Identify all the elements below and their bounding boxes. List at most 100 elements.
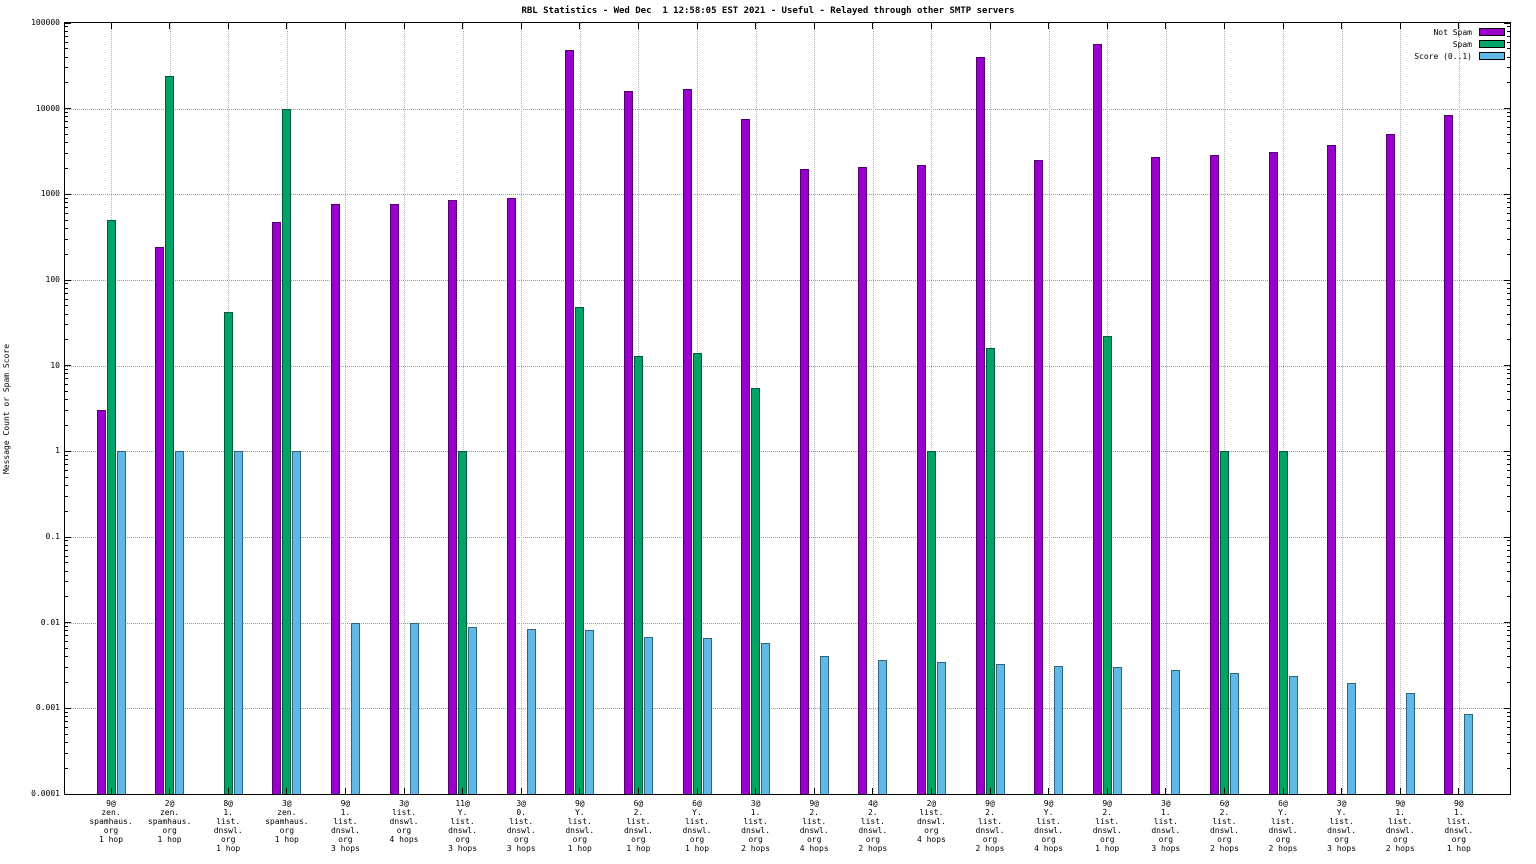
y-minor-tick [1507,298,1510,300]
y-tick-mark [65,536,71,538]
y-minor-tick [65,476,68,478]
y-minor-tick [1507,630,1510,632]
y-minor-tick [1507,339,1510,341]
x-tick-label: 9@ zen. spamhaus. org 1 hop [89,799,133,844]
y-minor-tick [65,726,68,728]
y-minor-tick [65,733,68,735]
x-tick-label: 3@ 0. list. dnswl. org 3 hops [506,799,536,853]
x-tick-mark [344,788,346,794]
y-minor-tick [65,48,68,50]
x-tick-mark [579,788,581,794]
y-axis-label: Message Count or Spam Score [2,343,11,475]
y-tick-label: 100000 [31,18,60,27]
bar-score [526,628,536,794]
legend-label: Score (0..1) [1414,51,1472,61]
y-minor-tick [1507,121,1510,123]
x-tick-mark [1223,788,1225,794]
bar-spam [106,220,116,794]
gridline-vertical [462,23,464,794]
y-minor-tick [1507,555,1510,557]
x-tick-label: 9@ Y. list. dnswl. org 1 hop [565,799,595,853]
x-tick-mark [1458,23,1460,29]
y-minor-tick [65,635,68,637]
bar-score [1054,666,1064,794]
x-tick-mark [755,788,757,794]
y-minor-tick [1507,305,1510,307]
y-minor-tick [1507,495,1510,497]
bar-spam [282,108,292,794]
y-minor-tick [1507,510,1510,512]
y-minor-tick [1507,369,1510,371]
legend-swatch [1479,52,1505,60]
y-minor-tick [1507,197,1510,199]
y-minor-tick [1507,227,1510,229]
x-tick-mark [989,23,991,29]
gridline-vertical [521,23,523,794]
bar-score [1347,682,1357,794]
x-tick-label: 3@ 1. list. dnswl. org 3 hops [1151,799,1181,853]
y-tick-mark [1504,193,1510,195]
x-tick-label: 9@ 2. list. dnswl. org 4 hops [799,799,829,853]
bar-spam [985,348,995,794]
y-minor-tick [65,35,68,37]
bar-score [819,655,829,794]
bar-not-spam [565,50,575,794]
x-tick-mark [872,23,874,29]
y-minor-tick [1507,454,1510,456]
bar-score [116,451,126,794]
y-minor-tick [1507,378,1510,380]
x-tick-label: 2@ list. dnswl. org 4 hops [916,799,946,844]
y-minor-tick [1507,292,1510,294]
y-minor-tick [1507,682,1510,684]
y-minor-tick [65,581,68,583]
y-minor-tick [65,641,68,643]
y-minor-tick [1507,48,1510,50]
y-minor-tick [65,238,68,240]
bar-score [1405,693,1415,794]
y-minor-tick [65,484,68,486]
legend-label: Not Spam [1433,27,1472,37]
bar-score [643,637,653,794]
bar-not-spam [506,198,516,794]
bar-spam [165,76,175,794]
gridline-horizontal [65,537,1510,538]
y-minor-tick [1507,324,1510,326]
y-minor-tick [65,339,68,341]
chart-title: RBL Statistics - Wed Dec 1 12:58:05 EST … [521,6,1015,16]
y-minor-tick [65,656,68,658]
y-minor-tick [65,544,68,546]
bar-score [1288,675,1298,794]
y-minor-tick [65,570,68,572]
gridline-vertical [1458,23,1460,794]
bar-not-spam [916,164,926,794]
y-tick-label: 0.1 [45,532,60,541]
x-tick-mark [403,23,405,29]
bar-not-spam [272,221,282,794]
y-minor-tick [65,682,68,684]
y-tick-mark [65,450,71,452]
x-tick-label: 3@ Y. list. dnswl. org 3 hops [1327,799,1357,853]
x-tick-label: 8@ 1. list. dnswl. org 1 hop [213,799,243,853]
bar-spam [458,451,468,794]
y-minor-tick [1507,152,1510,154]
y-tick-label: 0.01 [40,617,60,627]
y-tick-mark [1504,707,1510,709]
bar-not-spam [858,166,868,794]
bar-score [761,642,771,794]
x-tick-mark [520,788,522,794]
y-minor-tick [65,227,68,229]
bar-spam [692,353,702,794]
x-tick-label: 11@ Y. list. dnswl. org 3 hops [448,799,478,853]
x-tick-mark [403,788,405,794]
y-minor-tick [1507,666,1510,668]
y-minor-tick [65,116,68,118]
y-minor-tick [65,298,68,300]
y-minor-tick [1507,733,1510,735]
y-minor-tick [1507,67,1510,69]
y-minor-tick [1507,484,1510,486]
y-minor-tick [65,197,68,199]
bar-score [1229,672,1239,794]
y-minor-tick [1507,570,1510,572]
y-minor-tick [1507,168,1510,170]
bar-not-spam [1209,154,1219,794]
